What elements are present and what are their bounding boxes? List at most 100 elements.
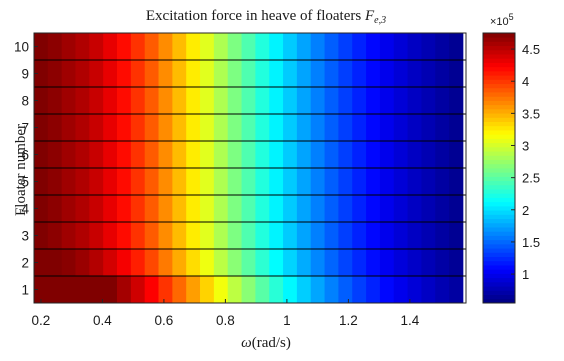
heatmap-cell: [75, 114, 90, 142]
colorbar-segment: [483, 146, 515, 152]
heatmap-cell: [352, 87, 367, 115]
heatmap-cell: [89, 249, 104, 277]
heatmap-cell: [227, 87, 242, 115]
heatmap-cell: [269, 168, 284, 196]
colorbar-segment: [483, 75, 515, 80]
heatmap-cell: [255, 87, 270, 115]
heatmap-cell: [213, 249, 229, 277]
heatmap-cell: [47, 33, 63, 61]
colorbar-segment: [483, 176, 515, 182]
heatmap-cell: [283, 60, 298, 88]
heatmap-cell: [213, 60, 229, 88]
heatmap-cell: [393, 87, 408, 115]
heatmap-cell: [310, 141, 325, 169]
heatmap-cell: [186, 249, 201, 277]
heatmap-cell: [144, 33, 159, 61]
colorbar-segment: [483, 79, 515, 85]
heatmap-cell: [61, 168, 76, 196]
colorbar-segment: [483, 87, 515, 93]
heatmap-cell: [379, 33, 395, 61]
heatmap-cell: [227, 195, 242, 223]
heatmap-cell: [158, 195, 173, 223]
heatmap-cell: [366, 60, 381, 88]
heatmap-cell: [421, 141, 436, 169]
heatmap-cell: [296, 276, 312, 304]
heatmap-cell: [338, 114, 353, 142]
heatmap-cell: [379, 276, 395, 304]
heatmap-cell: [407, 114, 422, 142]
heatmap-cell: [449, 195, 464, 223]
colorbar-segment: [483, 151, 515, 156]
heatmap-cell: [34, 60, 49, 88]
heatmap-cell: [172, 141, 187, 169]
heatmap-cell: [172, 60, 187, 88]
heatmap-cell: [75, 276, 90, 304]
heatmap-cell: [130, 33, 146, 61]
heatmap-cell: [449, 141, 464, 169]
heatmap-cell: [407, 222, 422, 250]
heatmap-cell: [130, 114, 146, 142]
colorbar-segment: [483, 163, 515, 169]
heatmap-cell: [338, 249, 353, 277]
heatmap-cell: [103, 141, 118, 169]
heatmap-cell: [269, 222, 284, 250]
heatmap-cell: [435, 195, 450, 223]
heatmap-cell: [283, 222, 298, 250]
heatmap-cell: [283, 141, 298, 169]
colorbar-segment: [483, 49, 515, 55]
colorbar-segment: [483, 243, 515, 249]
heatmap-cell: [200, 276, 215, 304]
heatmap-cell: [186, 60, 201, 88]
heatmap-cell: [324, 141, 339, 169]
colorbar-segment: [483, 113, 515, 118]
heatmap-cell: [296, 168, 312, 196]
heatmap-cell: [172, 195, 187, 223]
colorbar-segment: [483, 54, 515, 59]
heatmap-cell: [366, 276, 381, 304]
heatmap-cell: [310, 276, 325, 304]
heatmap-cell: [352, 249, 367, 277]
colorbar-segment: [483, 189, 515, 194]
heatmap-cell: [89, 33, 104, 61]
heatmap-cell: [172, 87, 187, 115]
heatmap-cell: [296, 33, 312, 61]
heatmap-cell: [379, 222, 395, 250]
heatmap-cell: [61, 114, 76, 142]
heatmap-cell: [117, 87, 132, 115]
heatmap-cell: [213, 114, 229, 142]
heatmap-cell: [227, 249, 242, 277]
y-axis-label: Floater number: [13, 124, 29, 216]
heatmap-cell: [75, 222, 90, 250]
heatmap-cell: [255, 60, 270, 88]
y-tick-label: 7: [21, 121, 29, 136]
heatmap-cell: [296, 222, 312, 250]
colorbar-segment: [483, 70, 515, 76]
heatmap-cell: [241, 87, 256, 115]
heatmap-cell: [200, 60, 215, 88]
colorbar-segment: [483, 290, 515, 295]
heatmap-cell: [34, 33, 49, 61]
heatmap-cell: [200, 168, 215, 196]
heatmap-cell: [449, 222, 464, 250]
colorbar-segment: [483, 218, 515, 224]
heatmap-cell: [130, 222, 146, 250]
heatmap-cell: [407, 195, 422, 223]
heatmap-cell: [449, 276, 464, 304]
chart-title: Excitation force in heave of floaters Fe…: [146, 8, 386, 26]
heatmap-cell: [393, 195, 408, 223]
heatmap-cell: [103, 276, 118, 304]
heatmap-cell: [421, 249, 436, 277]
heatmap-cell: [269, 87, 284, 115]
heatmap-cell: [435, 87, 450, 115]
heatmap-cell: [34, 87, 49, 115]
colorbar-segment: [483, 277, 515, 283]
colorbar-segment: [483, 83, 515, 89]
colorbar-tick-label: 3: [522, 139, 529, 154]
heatmap-cell: [338, 222, 353, 250]
colorbar-tick-label: 3.5: [522, 106, 540, 121]
heatmap-cell: [269, 33, 284, 61]
heatmap-cell: [130, 141, 146, 169]
heatmap-cell: [130, 168, 146, 196]
heatmap-cell: [449, 249, 464, 277]
